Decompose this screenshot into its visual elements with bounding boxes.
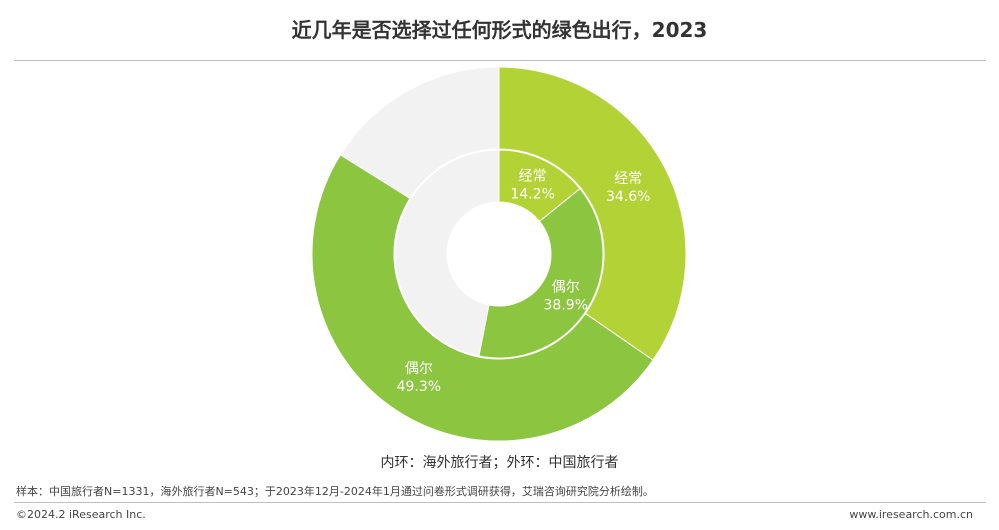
outer-ring-slice-1	[311, 154, 654, 442]
sample-note: 样本：中国旅行者N=1331，海外旅行者N=543；于2023年12月-2024…	[16, 485, 654, 498]
copyright-text: ©2024.2 iResearch Inc.	[16, 508, 146, 521]
title-divider	[14, 60, 986, 61]
outer-slice-1-label: 偶尔	[405, 361, 433, 377]
outer-slice-0-label: 经常	[614, 171, 642, 187]
inner-slice-0-value: 14.2%	[510, 187, 554, 203]
outer-slice-0-value: 34.6%	[606, 189, 650, 205]
inner-slice-0-label: 经常	[519, 169, 547, 185]
inner-ring-slice-2	[394, 149, 500, 357]
ring-legend: 内环：海外旅行者；外环：中国旅行者	[380, 455, 619, 471]
website-link[interactable]: www.iresearch.com.cn	[849, 508, 973, 521]
inner-ring-slice-1	[478, 188, 604, 359]
outer-ring-slice-2	[339, 66, 500, 199]
outer-slice-1-value: 49.3%	[397, 379, 441, 395]
chart-title: 近几年是否选择过任何形式的绿色出行，2023	[291, 18, 708, 42]
inner-slice-1-value: 38.9%	[544, 297, 588, 313]
inner-slice-1-label: 偶尔	[552, 279, 580, 295]
outer-ring-slice-0	[498, 66, 687, 361]
footer-divider	[14, 502, 986, 503]
